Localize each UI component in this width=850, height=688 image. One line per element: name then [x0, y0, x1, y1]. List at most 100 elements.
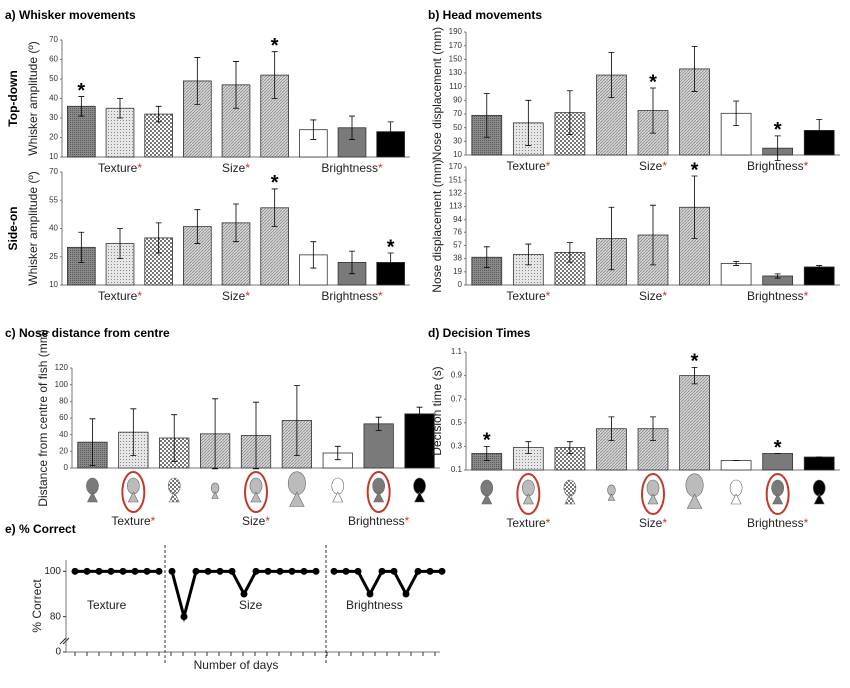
point [180, 613, 188, 621]
group-label: Size* [242, 514, 270, 528]
error-bar [816, 119, 823, 142]
group-name: Size [242, 514, 266, 528]
highlight-ring [366, 471, 391, 513]
y-tick-label: 132 [449, 188, 463, 197]
group-label: Brightness* [747, 289, 809, 303]
y-tick-label: 120 [55, 363, 69, 372]
fish-icon [516, 473, 541, 515]
group-name: Size [222, 289, 246, 303]
error-bar [774, 273, 781, 279]
group-star: * [662, 159, 667, 173]
row-label: Top-down [6, 70, 20, 126]
error-bar [691, 366, 698, 385]
fish-icon [366, 471, 391, 513]
y-tick-label: 40 [59, 430, 68, 439]
group-name: Brightness [348, 514, 405, 528]
point [95, 567, 103, 575]
bar [299, 254, 328, 286]
point [228, 567, 236, 575]
y-tick-label: 30 [49, 113, 58, 122]
significance-star: * [483, 430, 491, 452]
point [330, 567, 338, 575]
x-axis-label: Number of days [194, 658, 279, 672]
group-star: * [137, 161, 142, 175]
error-bar [233, 61, 239, 109]
fish-icon [607, 484, 616, 501]
error-bar [78, 231, 85, 263]
bar [637, 428, 669, 471]
highlight-ring [765, 473, 790, 515]
fish-tail [250, 491, 262, 503]
group-star: * [137, 289, 142, 303]
fish-tail [647, 493, 659, 505]
fish-tail [564, 493, 576, 505]
group-star: * [378, 289, 383, 303]
significance-star: * [774, 437, 782, 459]
error-bar [387, 252, 394, 273]
group-star: * [546, 289, 551, 303]
y-tick-label: 70 [453, 109, 462, 118]
axis-break [59, 637, 70, 645]
point [300, 567, 308, 575]
segment-label: Texture [87, 598, 127, 612]
y-tick-label: 94 [453, 215, 462, 224]
error-bar [650, 204, 656, 266]
fish-tail [414, 491, 426, 503]
y-tick-label: 55 [49, 195, 58, 204]
group-name: Texture [506, 516, 546, 530]
y-tick-label: 150 [449, 54, 463, 63]
group-label: Size* [639, 289, 667, 303]
group-name: Texture [506, 159, 546, 173]
fish-icon [287, 471, 306, 507]
fish-tail [373, 491, 385, 503]
y-tick-label: 30 [453, 136, 462, 145]
panel-title: c) Nose distance from centre [5, 326, 170, 340]
error-bar [816, 265, 823, 269]
point [240, 590, 248, 598]
y-tick-label: 80 [59, 396, 68, 405]
error-bar [89, 418, 96, 466]
panel-title: b) Head movements [428, 8, 542, 22]
y-axis-label: Whisker amplitude (º) [26, 171, 40, 285]
fish-tail [127, 491, 139, 503]
y-tick-label: 70 [49, 35, 58, 44]
error-bar [194, 57, 201, 105]
y-tick-label: 0.9 [451, 371, 463, 380]
group-star: * [662, 289, 667, 303]
point [438, 567, 446, 575]
error-bar [650, 416, 656, 441]
point [71, 567, 79, 575]
error-bar [194, 209, 201, 244]
group-label: Texture* [506, 289, 550, 303]
error-bar [212, 398, 219, 470]
error-bar [650, 87, 656, 134]
y-axis-label: Nose displacement (mm) [430, 27, 444, 160]
y-tick-label: 10 [49, 280, 58, 289]
error-bar [155, 222, 162, 254]
error-bar [375, 416, 382, 431]
bar [679, 375, 710, 471]
significance-star: * [691, 159, 699, 181]
row-label: Side-on [6, 207, 20, 251]
y-tick-label: 80 [50, 611, 62, 622]
point [312, 567, 320, 575]
fish-tail [332, 491, 344, 503]
error-bar [774, 135, 781, 161]
error-bar [525, 99, 532, 146]
error-bar [525, 243, 532, 266]
point [107, 567, 115, 575]
point [252, 567, 260, 575]
error-bar [608, 52, 615, 98]
point [366, 590, 374, 598]
point [119, 567, 127, 575]
point [402, 590, 410, 598]
error-bar [233, 203, 239, 243]
point [216, 567, 224, 575]
error-bar [483, 246, 490, 269]
y-tick-label: 0 [64, 463, 69, 472]
group-name: Texture [506, 289, 546, 303]
error-bar [349, 115, 355, 140]
panel-title: e) % Correct [5, 522, 76, 536]
error-bar [608, 206, 615, 271]
group-label: Texture* [111, 514, 155, 528]
